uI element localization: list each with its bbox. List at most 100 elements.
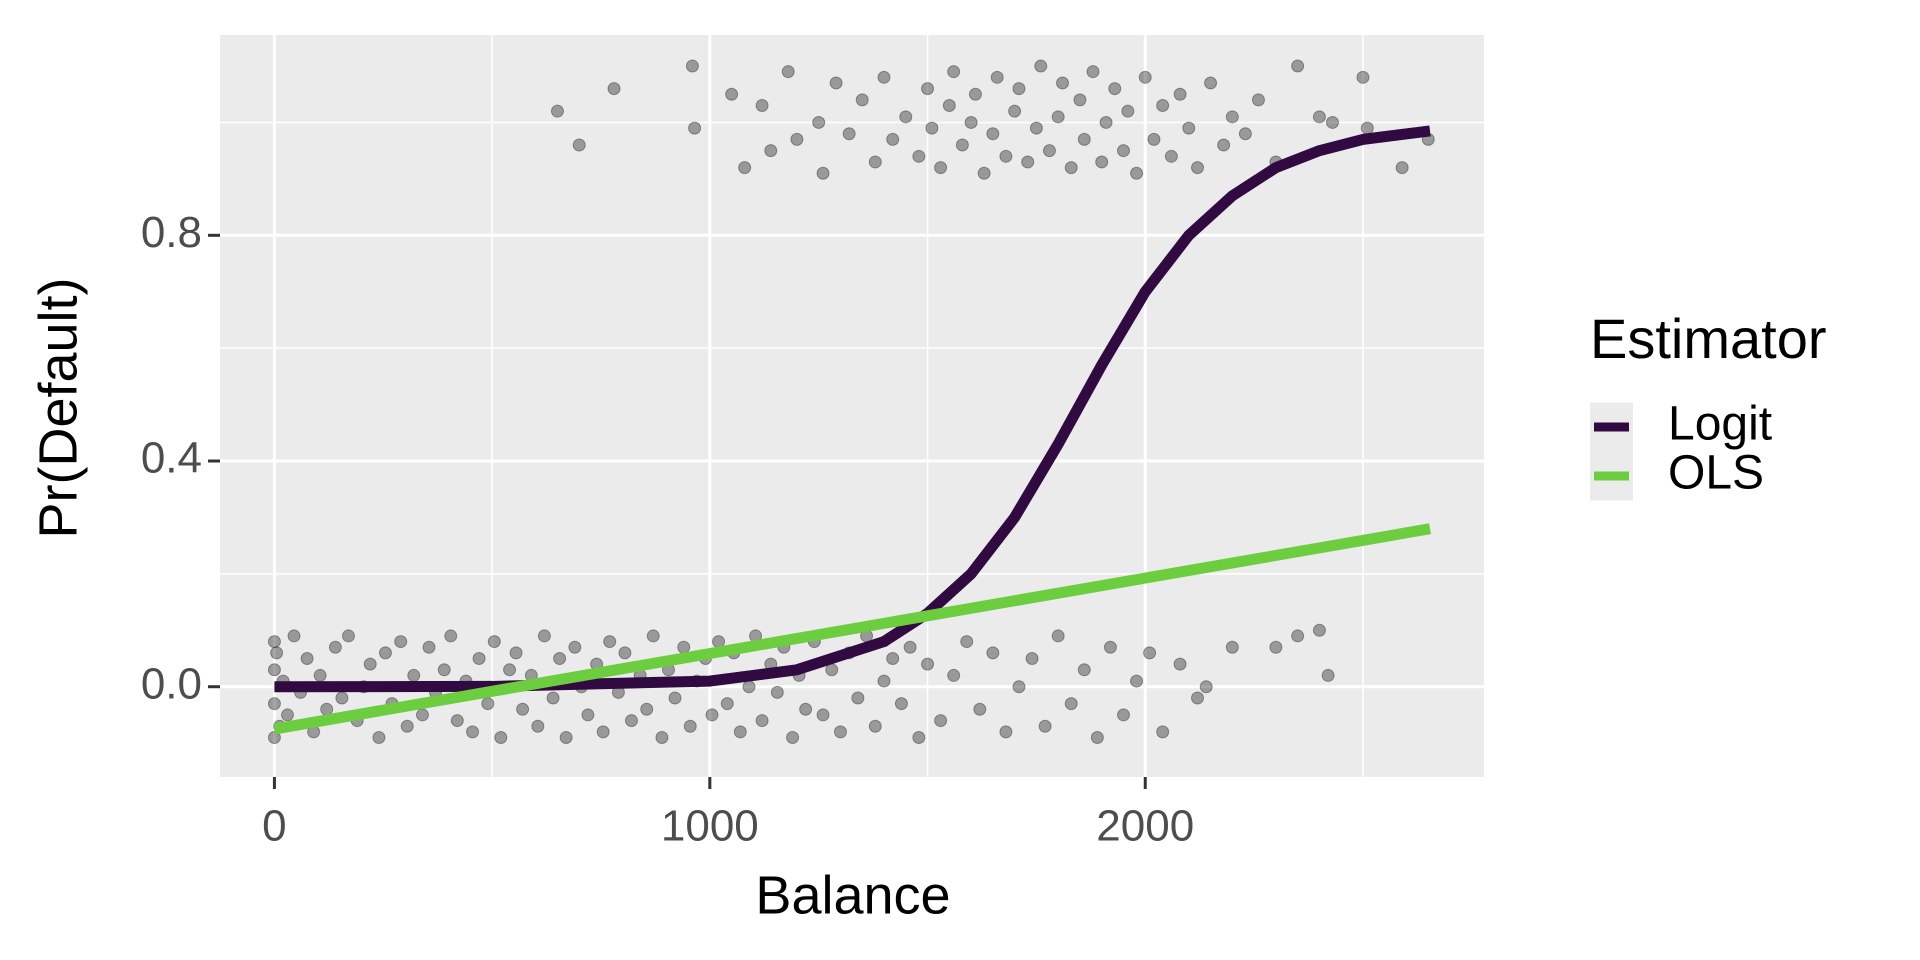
- point: [1251, 93, 1265, 107]
- point: [1130, 674, 1144, 688]
- point: [755, 714, 769, 728]
- point: [942, 99, 956, 113]
- point: [720, 697, 734, 711]
- point: [509, 646, 523, 660]
- point: [790, 132, 804, 146]
- point: [868, 719, 882, 733]
- point: [903, 640, 917, 654]
- legend-label: OLS: [1668, 447, 1764, 500]
- point: [320, 702, 334, 716]
- point: [1225, 110, 1239, 124]
- point: [546, 691, 560, 705]
- point: [894, 697, 908, 711]
- point: [1086, 65, 1100, 79]
- y-tick-label: 0.4: [141, 434, 202, 483]
- point: [816, 166, 830, 180]
- point: [444, 629, 458, 643]
- point: [503, 663, 517, 677]
- point: [1138, 70, 1152, 84]
- point: [921, 657, 935, 671]
- y-tick-label: 0.8: [141, 208, 202, 257]
- point: [999, 725, 1013, 739]
- axes: 0 1000 2000 0.0 0.4 0.8: [141, 208, 1194, 851]
- point: [1051, 629, 1065, 643]
- point: [640, 702, 654, 716]
- point: [596, 725, 610, 739]
- point: [400, 719, 414, 733]
- point: [685, 59, 699, 73]
- point: [677, 640, 691, 654]
- point: [705, 708, 719, 722]
- point: [1147, 132, 1161, 146]
- point: [738, 161, 752, 175]
- point: [1021, 155, 1035, 169]
- point: [764, 144, 778, 158]
- point: [472, 652, 486, 666]
- grid: [220, 35, 1484, 777]
- point: [921, 82, 935, 96]
- point: [829, 76, 843, 90]
- point: [968, 87, 982, 101]
- point: [947, 668, 961, 682]
- point: [328, 640, 342, 654]
- point: [755, 99, 769, 113]
- point: [999, 149, 1013, 163]
- point: [1182, 121, 1196, 135]
- point: [742, 680, 756, 694]
- point: [553, 652, 567, 666]
- point: [934, 161, 948, 175]
- point: [842, 127, 856, 141]
- point: [655, 731, 669, 745]
- point: [1012, 82, 1026, 96]
- point: [1204, 76, 1218, 90]
- point: [816, 708, 830, 722]
- point: [394, 635, 408, 649]
- point: [855, 93, 869, 107]
- point: [668, 691, 682, 705]
- point: [1269, 640, 1283, 654]
- point: [1064, 161, 1078, 175]
- point: [977, 166, 991, 180]
- point: [1051, 110, 1065, 124]
- point: [378, 646, 392, 660]
- fit-line: [274, 125, 1431, 693]
- point: [1312, 110, 1326, 124]
- point: [886, 652, 900, 666]
- point: [1356, 70, 1370, 84]
- point: [1156, 99, 1170, 113]
- point: [267, 635, 281, 649]
- point: [537, 629, 551, 643]
- point: [516, 702, 530, 716]
- point: [572, 138, 586, 152]
- point: [1190, 161, 1204, 175]
- point: [770, 685, 784, 699]
- point: [964, 115, 978, 129]
- point: [899, 110, 913, 124]
- point: [1217, 138, 1231, 152]
- point: [531, 719, 545, 733]
- point: [267, 663, 281, 677]
- point: [912, 149, 926, 163]
- x-tick-label: 2000: [1096, 802, 1194, 851]
- point: [466, 725, 480, 739]
- point: [1143, 646, 1157, 660]
- point: [1325, 115, 1339, 129]
- point: [833, 725, 847, 739]
- point: [1077, 663, 1091, 677]
- point: [1312, 623, 1326, 637]
- point: [1173, 657, 1187, 671]
- point: [1029, 121, 1043, 135]
- point: [868, 155, 882, 169]
- point: [1156, 725, 1170, 739]
- point: [1164, 149, 1178, 163]
- point: [313, 668, 327, 682]
- point: [624, 714, 638, 728]
- point: [1064, 697, 1078, 711]
- point: [960, 635, 974, 649]
- point: [341, 629, 355, 643]
- point: [450, 714, 464, 728]
- point: [912, 731, 926, 745]
- legend-title: Estimator: [1590, 307, 1827, 370]
- point: [1321, 668, 1335, 682]
